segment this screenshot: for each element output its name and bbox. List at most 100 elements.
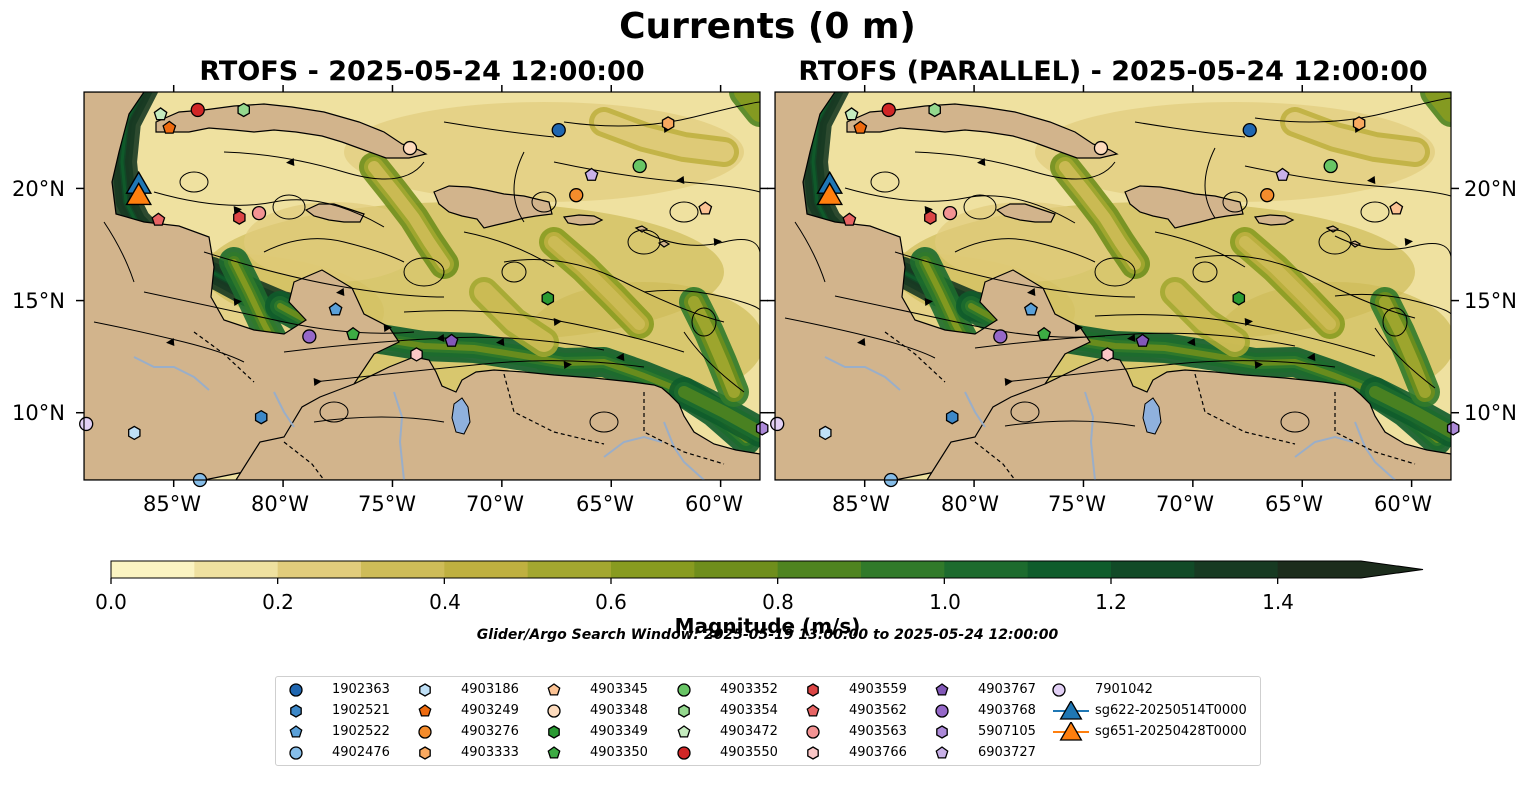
streamline-arrow [563,361,572,369]
legend-marker-icon [1053,722,1089,741]
country-border [283,441,325,480]
streamline-arrow [616,353,625,361]
legend-marker-icon [418,704,432,717]
argo-float-marker [993,329,1008,344]
argo-float-marker [698,201,713,215]
legend-marker [677,746,691,760]
legend-marker-icon [289,746,303,760]
river [273,391,295,428]
colorbar-segment [277,561,362,578]
streamline-arrow [383,324,392,332]
argo-float-marker [584,167,599,181]
argo-float-marker [251,205,267,221]
streamline-arrow [166,338,175,346]
lon-tick-label-right: 60°W [1374,492,1432,516]
lon-tick-label-right: 80°W [941,492,999,516]
legend-marker-icon [807,746,819,760]
lat-tick-label-right: 20°N [1464,177,1517,201]
legend-marker-icon [935,704,949,718]
lon-tick-label-left: 75°W [358,492,416,516]
legend-marker [806,725,820,739]
argo-float-marker [328,302,343,316]
legend-marker-icon [547,746,561,759]
panel-title-right: RTOFS (PARALLEL) - 2025-05-24 12:00:00 [798,56,1428,87]
argo-float-marker [402,140,418,156]
argo-float-marker [410,347,423,362]
lon-tick-label-left: 60°W [685,492,743,516]
legend-marker-icon [548,725,560,739]
argo-float-marker [844,107,859,121]
legend-marker [289,725,303,738]
argo-float-marker [755,421,769,436]
legend-label: 1902521 [332,703,390,718]
legend-label: 4903345 [590,682,648,697]
colorbar-tick-label: 0.8 [762,590,794,614]
argo-float-marker [128,425,141,441]
streamline-arrow [1187,338,1196,346]
argo-float-marker [551,122,566,138]
legend-label: 5907105 [978,724,1036,739]
river [1294,435,1354,458]
argo-float-marker [541,291,555,306]
legend-marker [548,725,560,739]
legend-marker [419,746,431,760]
argo-float-marker [819,425,832,441]
streamline-arrow [1074,324,1083,332]
legend-marker-icon [936,725,948,739]
legend-marker [418,704,432,717]
colorbar-label: Magnitude (m/s) [674,614,861,638]
colorbar-tick-label: 0.4 [429,590,461,614]
lake [1142,397,1162,435]
argo-float-marker [661,116,675,131]
legend-marker-icon [1053,701,1089,720]
streamline-arrow [553,318,562,326]
argo-float-marker [1446,421,1460,436]
streamline-arrow [233,206,242,214]
lon-tick-label-right: 85°W [832,492,890,516]
river [393,391,405,480]
colorbar-tick-label: 1.0 [929,590,961,614]
legend-label: 4903550 [720,745,778,760]
legend-label: 4903352 [720,682,778,697]
figure-title: Currents (0 m) [619,6,916,47]
legend-marker [677,683,691,697]
legend-marker [936,725,948,739]
legend-label: 4903249 [461,703,519,718]
legend-marker-icon [935,683,949,696]
legend-label: 4903276 [461,724,519,739]
colorbar-segment [861,561,945,578]
streamline-arrow [676,176,685,184]
colorbar-segment [1027,561,1112,578]
argo-float-marker [1232,291,1246,306]
argo-float-marker [842,212,857,226]
legend-marker [935,683,949,696]
lon-tick-label-right: 70°W [1156,492,1214,516]
legend-marker-icon [290,704,302,718]
river [824,356,901,391]
argo-float-marker [945,409,959,425]
colorbar-extend-arrow [1361,561,1423,578]
lat-tick-label-right: 10°N [1464,401,1517,425]
colorbar-segment [694,561,779,578]
landmass [775,92,1451,480]
colorbar-tick-label: 1.4 [1262,590,1294,614]
argo-float-marker [1323,158,1338,174]
legend-marker [547,683,561,696]
legend-marker-icon [935,746,949,759]
legend-marker-icon [807,683,819,697]
streamlines [93,101,760,433]
landmass [84,92,760,480]
colorbar-tick-label: 1.2 [1095,590,1127,614]
legend-marker [290,704,302,718]
legend-marker [419,683,431,697]
streamline-arrow [313,378,322,386]
argo-float-marker [1024,302,1038,316]
streamline-arrow [1254,361,1263,369]
streamline-arrow [336,288,345,296]
legend-marker-icon [806,704,820,717]
streamline-arrow [1004,378,1013,386]
map-canvas [76,85,1460,488]
legend-label: 4903348 [590,703,648,718]
legend-marker-icon [547,683,561,696]
colorbar-tick-label: 0.6 [595,590,627,614]
